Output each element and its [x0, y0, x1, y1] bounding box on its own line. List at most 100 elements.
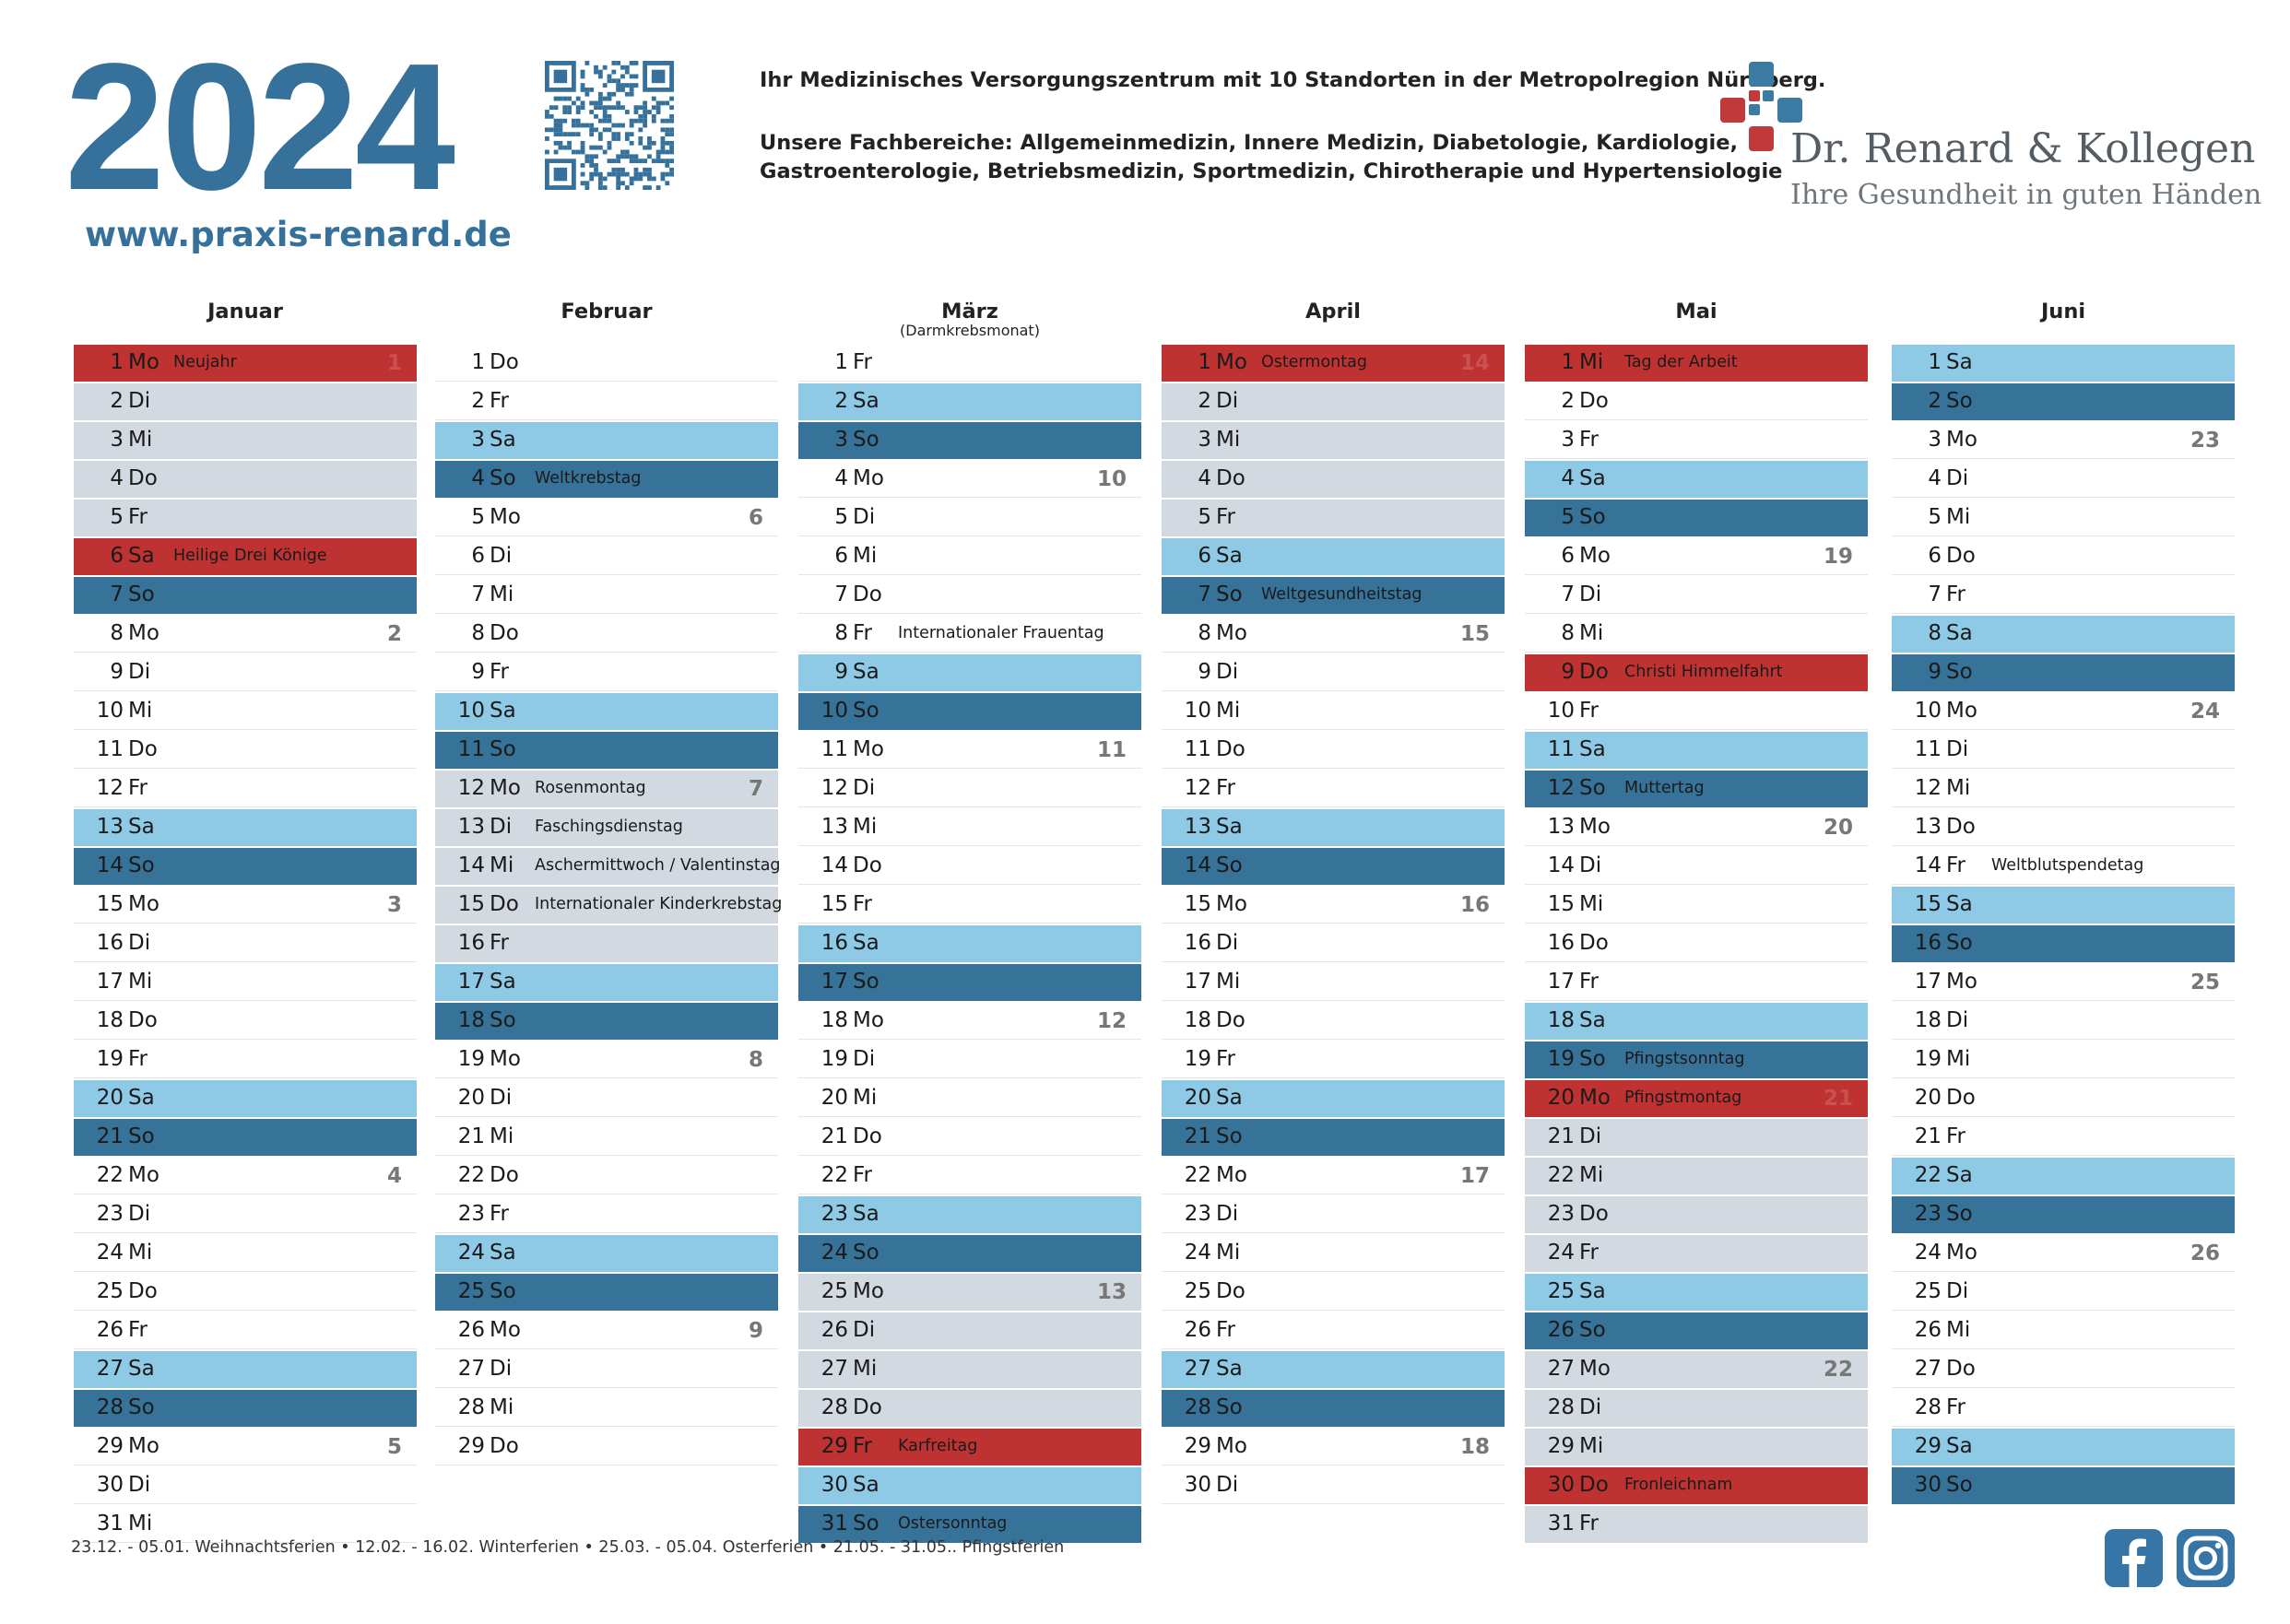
weekday-label: Mo — [128, 350, 159, 374]
day-row: 11 So — [435, 732, 778, 769]
day-row: 9 Di — [1162, 654, 1505, 691]
day-number: 16 — [820, 931, 848, 955]
instagram-icon[interactable] — [2177, 1529, 2235, 1587]
event-label: Neujahr — [173, 353, 237, 371]
day-number: 7 — [471, 583, 485, 606]
day-row: 15 Mi — [1525, 887, 1868, 924]
weekday-label: Sa — [128, 1086, 155, 1110]
day-row: 23 Di — [74, 1196, 417, 1233]
week-number: 23 — [2190, 429, 2220, 453]
day-number: 3 — [471, 428, 485, 452]
day-row: 17 Mo 25 — [1892, 964, 2235, 1001]
weekday-label: Di — [128, 1202, 151, 1226]
week-number: 6 — [748, 506, 763, 530]
weekday-label: Mi — [1946, 1047, 1971, 1071]
day-number: 25 — [820, 1279, 848, 1303]
day-number: 9 — [834, 660, 848, 684]
day-number: 24 — [96, 1241, 124, 1265]
event-label: Faschingsdienstag — [535, 818, 683, 836]
day-number: 23 — [1914, 1202, 1942, 1226]
weekday-label: Di — [1216, 1202, 1239, 1226]
day-row: 15 Do Internationaler Kinderkrebstag — [435, 887, 782, 924]
day-row: 7 Di — [1525, 577, 1868, 614]
weekday-label: Do — [1216, 1279, 1245, 1303]
day-row: 28 So — [74, 1390, 417, 1427]
day-row: 24 So — [798, 1235, 1141, 1272]
day-row: 4 Do — [1162, 461, 1505, 498]
day-number: 24 — [820, 1241, 848, 1265]
weekday-label: Di — [1946, 1008, 1969, 1032]
weekday-label: Mo — [1946, 1241, 1977, 1265]
day-number: 12 — [1547, 776, 1575, 800]
facebook-icon[interactable] — [2105, 1529, 2163, 1587]
day-number: 3 — [1198, 428, 1211, 452]
weekday-label: Do — [490, 1163, 519, 1187]
day-number: 21 — [1184, 1124, 1211, 1148]
day-number: 1 — [1561, 350, 1575, 374]
weekday-label: Mi — [490, 583, 514, 606]
day-row: 19 Di — [798, 1041, 1141, 1078]
day-row: 6 Mi — [798, 538, 1141, 575]
weekday-label: Di — [1216, 931, 1239, 955]
day-number: 2 — [1198, 389, 1211, 413]
week-number: 26 — [2190, 1242, 2220, 1265]
day-row: 5 Di — [798, 500, 1141, 536]
day-row: 5 Mo 6 — [435, 500, 778, 536]
day-number: 29 — [1184, 1434, 1211, 1458]
day-row: 22 Mi — [1525, 1158, 1868, 1194]
weekday-label: Mo — [1216, 1163, 1247, 1187]
day-number: 5 — [1198, 505, 1211, 529]
weekday-label: Mo — [1216, 350, 1247, 374]
day-number: 27 — [820, 1357, 848, 1381]
day-number: 19 — [820, 1047, 848, 1071]
weekday-label: Mi — [128, 970, 153, 994]
weekday-label: Mi — [1579, 621, 1604, 645]
day-number: 4 — [1561, 466, 1575, 490]
day-number: 9 — [110, 660, 124, 684]
day-number: 11 — [96, 737, 124, 761]
day-number: 30 — [820, 1473, 848, 1497]
day-number: 22 — [457, 1163, 485, 1187]
weekday-label: Do — [853, 1395, 882, 1419]
day-row: 22 Mo 4 — [74, 1158, 417, 1194]
weekday-label: Mi — [128, 428, 153, 452]
weekday-label: Do — [1946, 1086, 1976, 1110]
weekday-label: So — [1579, 1047, 1606, 1071]
day-row: 13 Sa — [1162, 809, 1505, 846]
week-number: 11 — [1096, 738, 1127, 762]
day-row: 1 Fr — [798, 345, 1141, 382]
week-number: 15 — [1459, 622, 1490, 646]
day-number: 17 — [1184, 970, 1211, 994]
day-row: 7 Do — [798, 577, 1141, 614]
month-column: März (Darmkrebsmonat) 1 Fr 2 Sa 3 So 4 Mo 10 5 Di 6 Mi… — [798, 295, 1141, 1545]
day-number: 23 — [820, 1202, 848, 1226]
weekday-label: So — [1579, 1318, 1606, 1342]
day-row: 8 Fr Internationaler Frauentag — [798, 616, 1141, 653]
day-row: 14 Fr Weltblutspendetag — [1892, 848, 2235, 885]
day-number: 10 — [1914, 699, 1942, 723]
event-label: Heilige Drei Könige — [173, 547, 327, 565]
day-number: 20 — [1547, 1086, 1575, 1110]
website-link[interactable]: www.praxis-renard.de — [85, 215, 512, 254]
month-header: Mai — [1525, 295, 1868, 345]
event-label: Pfingstsonntag — [1624, 1050, 1745, 1068]
weekday-label: Mo — [853, 1279, 884, 1303]
day-number: 6 — [110, 544, 124, 568]
weekday-label: Mi — [1216, 699, 1241, 723]
weekday-label: Mi — [1579, 350, 1604, 374]
weekday-label: Mi — [490, 853, 514, 877]
day-row: 20 Sa — [74, 1080, 417, 1117]
weekday-label: Fr — [1579, 970, 1599, 994]
weekday-label: Do — [1579, 1473, 1609, 1497]
weekday-label: Di — [490, 544, 513, 568]
weekday-label: Mo — [1216, 1434, 1247, 1458]
day-row: 6 Sa — [1162, 538, 1505, 575]
day-number: 13 — [457, 815, 485, 839]
week-number: 1 — [386, 351, 402, 375]
day-row: 8 Mo 2 — [74, 616, 417, 653]
day-number: 25 — [1184, 1279, 1211, 1303]
event-label: Weltkrebstag — [535, 469, 642, 488]
day-row: 15 Fr — [798, 887, 1141, 924]
day-row: 13 Do — [1892, 809, 2235, 846]
weekday-label: Fr — [128, 505, 148, 529]
